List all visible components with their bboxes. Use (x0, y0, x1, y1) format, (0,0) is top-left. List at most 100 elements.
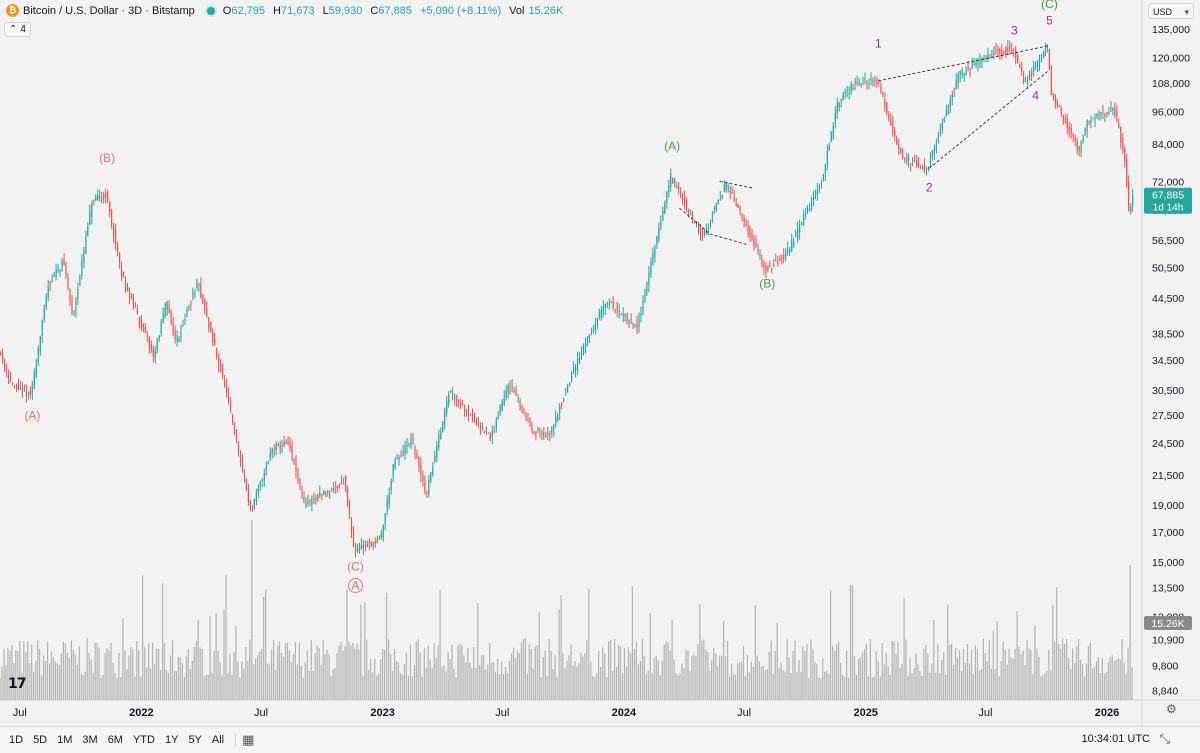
utc-clock[interactable]: 10:34:01 UTC (1081, 733, 1150, 745)
volume-bar (39, 648, 41, 700)
candle-body (2, 352, 4, 361)
volume-bar (921, 676, 923, 700)
candle-body (341, 478, 343, 479)
range-button-5y[interactable]: 5Y (188, 734, 202, 746)
volume-bar (415, 641, 417, 700)
volume-bar (106, 648, 108, 700)
settings-icon[interactable]: ⚙ (1166, 702, 1177, 716)
volume-bar (610, 639, 612, 700)
volume-bar (776, 622, 778, 700)
volume-bar (449, 659, 451, 700)
candle-body (428, 480, 430, 494)
volume-bar (909, 657, 911, 700)
candle-body (678, 187, 680, 190)
volume-bar (1083, 676, 1086, 700)
auto-scale-icon[interactable]: ⤡ (1159, 731, 1170, 746)
volume-bar (108, 650, 110, 700)
candle-body (567, 385, 569, 393)
candle-body (1011, 50, 1013, 51)
volume-bar (31, 644, 33, 700)
wave-label: 1 (875, 37, 882, 51)
volume-bar (171, 640, 174, 700)
volume-bar (267, 663, 269, 700)
candle-body (1072, 134, 1074, 137)
volume-bar (1022, 650, 1024, 700)
candle-body (126, 284, 129, 290)
volume-bar (395, 660, 398, 700)
volume-bar (495, 671, 497, 700)
candle-body (529, 417, 531, 426)
candle-body (652, 252, 654, 265)
volume-bar (871, 677, 873, 700)
volume-bar (586, 640, 588, 700)
candle-body (317, 494, 319, 501)
candle-body (759, 254, 761, 256)
volume-bar (386, 592, 388, 700)
price-tick-label: 21,500 (1152, 470, 1184, 482)
candle-body (216, 348, 218, 357)
symbol-legend[interactable]: ₿ Bitcoin / U.S. Dollar · 3D · Bitstamp … (6, 4, 567, 17)
volume-bar (322, 639, 324, 700)
range-button-5d[interactable]: 5D (33, 734, 48, 746)
volume-bar (441, 666, 443, 700)
candle-body (725, 182, 727, 191)
candle-body (406, 445, 408, 447)
volume-bar (173, 670, 176, 700)
date-range-calendar-icon[interactable]: ▦ (242, 732, 255, 747)
indicators-collapse-button[interactable]: ⌃ 4 (4, 22, 31, 37)
volume-bar (1052, 605, 1054, 700)
range-button-6m[interactable]: 6M (107, 734, 123, 746)
candle-body (311, 499, 313, 505)
volume-bar (292, 654, 294, 700)
volume-bar (731, 663, 733, 700)
range-button-3m[interactable]: 3M (82, 734, 98, 746)
volume-bar (1077, 638, 1080, 700)
volume-bar (90, 659, 92, 700)
range-button-all[interactable]: All (211, 734, 225, 746)
volume-bar (1030, 650, 1032, 700)
volume-bar (919, 671, 921, 700)
volume-bar (376, 675, 378, 700)
volume-bar (144, 647, 146, 700)
volume-bar (951, 643, 953, 700)
volume-bar (616, 666, 618, 700)
range-button-1d[interactable]: 1D (9, 734, 24, 746)
tradingview-logo[interactable]: 17 (8, 676, 27, 692)
volume-bar (162, 583, 164, 700)
candle-body (876, 81, 878, 85)
volume-bar (1046, 670, 1048, 700)
candle-body (339, 484, 341, 486)
candle-body (917, 162, 920, 168)
candle-body (39, 336, 41, 352)
range-button-ytd[interactable]: YTD (132, 734, 155, 746)
candle-body (356, 548, 359, 551)
candle-body (386, 499, 388, 511)
volume-bar (199, 647, 201, 700)
candle-body (360, 544, 362, 550)
candle-body (186, 309, 188, 316)
wave-label-circle (348, 578, 363, 593)
volume-bar (790, 672, 792, 700)
volume-bar (47, 641, 49, 700)
candle-body (951, 94, 953, 100)
candle-body (664, 203, 666, 214)
volume-bar (429, 659, 431, 700)
volume-bar (78, 646, 80, 700)
candle-body (279, 446, 281, 449)
symbol-title[interactable]: Bitcoin / U.S. Dollar · 3D · Bitstamp (23, 4, 195, 17)
range-button-1y[interactable]: 1Y (164, 734, 179, 746)
price-chart[interactable]: (A)(B)(C)A(A)(B)12345(C)B135,000120,0001… (0, 0, 1200, 726)
candle-body (997, 49, 999, 53)
currency-select[interactable]: USD (1148, 3, 1194, 20)
time-tick-label: Jul (737, 707, 751, 719)
volume-bar (526, 673, 528, 700)
wave-label: (B) (99, 151, 115, 165)
candle-body (1068, 127, 1070, 133)
range-button-1m[interactable]: 1M (57, 734, 73, 746)
candle-body (376, 538, 378, 543)
price-tick-label: 17,000 (1152, 527, 1184, 539)
volume-bar (637, 664, 639, 700)
volume-bar (255, 658, 257, 700)
candle-body (170, 309, 172, 323)
candle-body (416, 453, 418, 458)
